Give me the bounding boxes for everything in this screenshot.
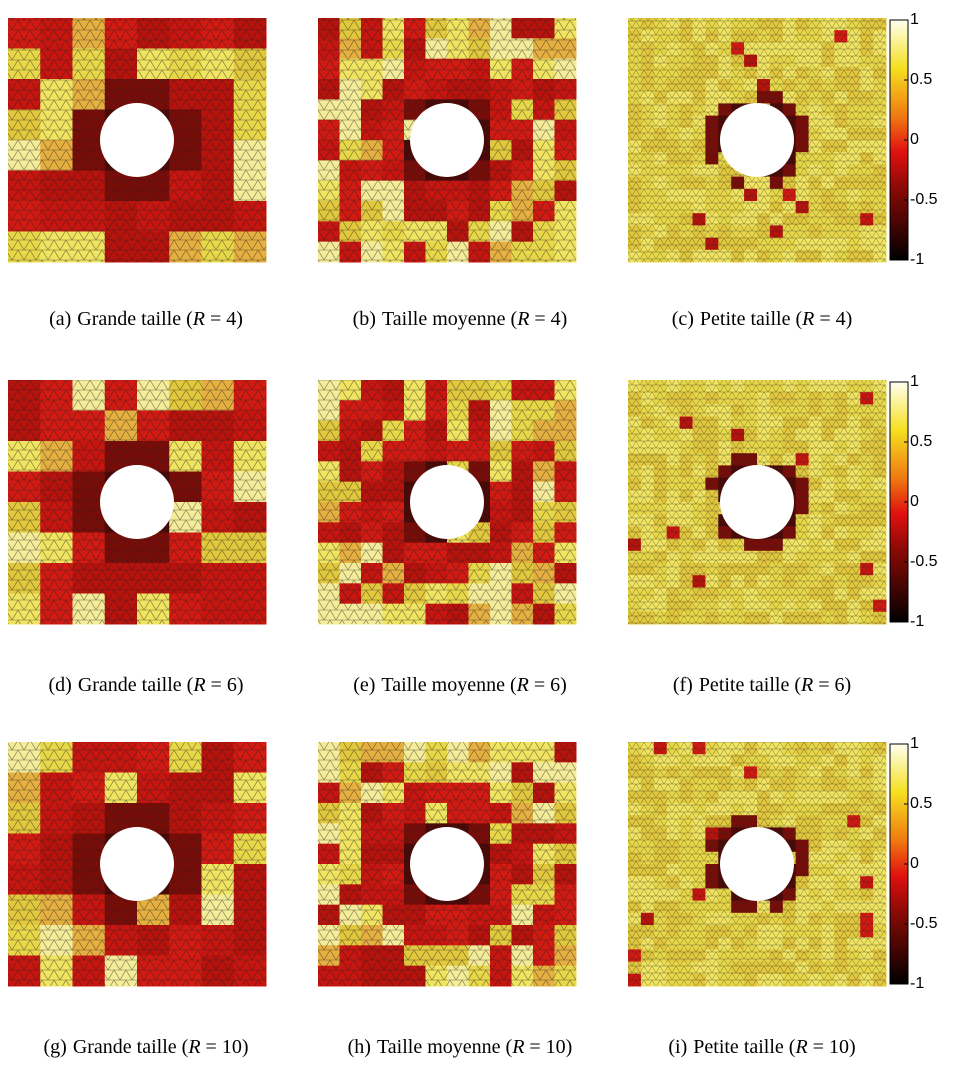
caption-label: (g) bbox=[44, 1036, 67, 1058]
hole bbox=[100, 465, 174, 539]
caption-var: R bbox=[800, 674, 813, 696]
mesh-panel bbox=[318, 380, 577, 625]
caption-text: Grande taille ( bbox=[73, 1036, 189, 1058]
hole bbox=[720, 827, 794, 901]
caption-rest: = 4) bbox=[814, 308, 852, 330]
caption-rest: = 6) bbox=[206, 674, 244, 696]
colorbar-label: 0.5 bbox=[910, 71, 932, 88]
mesh-panel bbox=[318, 742, 577, 987]
caption-text: Grande taille ( bbox=[77, 308, 193, 330]
caption-var: R bbox=[516, 308, 529, 330]
caption: (g) Grande taille (R = 10) bbox=[44, 1036, 249, 1058]
caption-label: (d) bbox=[49, 674, 72, 696]
caption-text: Petite taille ( bbox=[699, 674, 802, 696]
caption-label: (a) bbox=[49, 308, 71, 330]
caption-var: R bbox=[511, 1036, 524, 1058]
colorbar-label: -1 bbox=[910, 613, 924, 630]
caption-text: Grande taille ( bbox=[78, 674, 194, 696]
caption-rest: = 10) bbox=[524, 1036, 572, 1058]
caption-var: R bbox=[801, 308, 814, 330]
hole bbox=[410, 103, 484, 177]
caption-label: (e) bbox=[353, 674, 375, 696]
hole bbox=[410, 827, 484, 901]
caption-rest: = 6) bbox=[813, 674, 851, 696]
colorbar-label: 0.5 bbox=[910, 795, 932, 812]
caption-label: (i) bbox=[668, 1036, 687, 1058]
caption: (b) Taille moyenne (R = 4) bbox=[353, 308, 568, 330]
caption: (f) Petite taille (R = 6) bbox=[673, 674, 851, 696]
colorbar-label: -1 bbox=[910, 251, 924, 268]
mesh-panel bbox=[318, 18, 577, 263]
caption-rest: = 10) bbox=[201, 1036, 249, 1058]
mesh-panel bbox=[628, 380, 887, 625]
caption-var: R bbox=[516, 674, 529, 696]
caption-rest: = 4) bbox=[205, 308, 243, 330]
caption-var: R bbox=[192, 308, 205, 330]
mesh-panel bbox=[628, 18, 887, 263]
caption: (e) Taille moyenne (R = 6) bbox=[353, 674, 567, 696]
mesh-panel bbox=[628, 742, 887, 987]
caption: (h) Taille moyenne (R = 10) bbox=[348, 1036, 573, 1058]
caption-var: R bbox=[187, 1036, 200, 1058]
mesh-panel bbox=[8, 18, 267, 263]
caption-text: Petite taille ( bbox=[693, 1036, 796, 1058]
caption: (i) Petite taille (R = 10) bbox=[668, 1036, 855, 1058]
caption-var: R bbox=[794, 1036, 807, 1058]
colorbar-label: 0 bbox=[910, 131, 919, 148]
mesh-panel bbox=[8, 742, 267, 987]
caption-label: (h) bbox=[348, 1036, 371, 1058]
caption-text: Petite taille ( bbox=[700, 308, 803, 330]
caption-label: (b) bbox=[353, 308, 376, 330]
colorbar-label: -1 bbox=[910, 975, 924, 992]
caption: (d) Grande taille (R = 6) bbox=[49, 674, 244, 696]
caption-label: (f) bbox=[673, 674, 693, 696]
colorbar-label: -0.5 bbox=[910, 915, 938, 932]
caption: (c) Petite taille (R = 4) bbox=[672, 308, 853, 330]
caption-var: R bbox=[192, 674, 205, 696]
colorbar-label: 0 bbox=[910, 493, 919, 510]
mesh-panel bbox=[8, 380, 267, 625]
colorbar-label: 0 bbox=[910, 855, 919, 872]
colorbar-label: 0.5 bbox=[910, 433, 932, 450]
colorbar-label: -0.5 bbox=[910, 191, 938, 208]
caption-label: (c) bbox=[672, 308, 694, 330]
hole bbox=[720, 103, 794, 177]
caption-text: Taille moyenne ( bbox=[381, 674, 517, 696]
hole bbox=[100, 103, 174, 177]
caption-text: Taille moyenne ( bbox=[377, 1036, 513, 1058]
colorbar-label: 1 bbox=[910, 735, 919, 752]
hole bbox=[720, 465, 794, 539]
caption-text: Taille moyenne ( bbox=[382, 308, 518, 330]
colorbar-label: -0.5 bbox=[910, 553, 938, 570]
colorbar-label: 1 bbox=[910, 11, 919, 28]
caption-rest: = 6) bbox=[529, 674, 567, 696]
hole bbox=[100, 827, 174, 901]
colorbar-label: 1 bbox=[910, 373, 919, 390]
caption-rest: = 4) bbox=[529, 308, 567, 330]
caption-rest: = 10) bbox=[808, 1036, 856, 1058]
hole bbox=[410, 465, 484, 539]
caption: (a) Grande taille (R = 4) bbox=[49, 308, 243, 330]
